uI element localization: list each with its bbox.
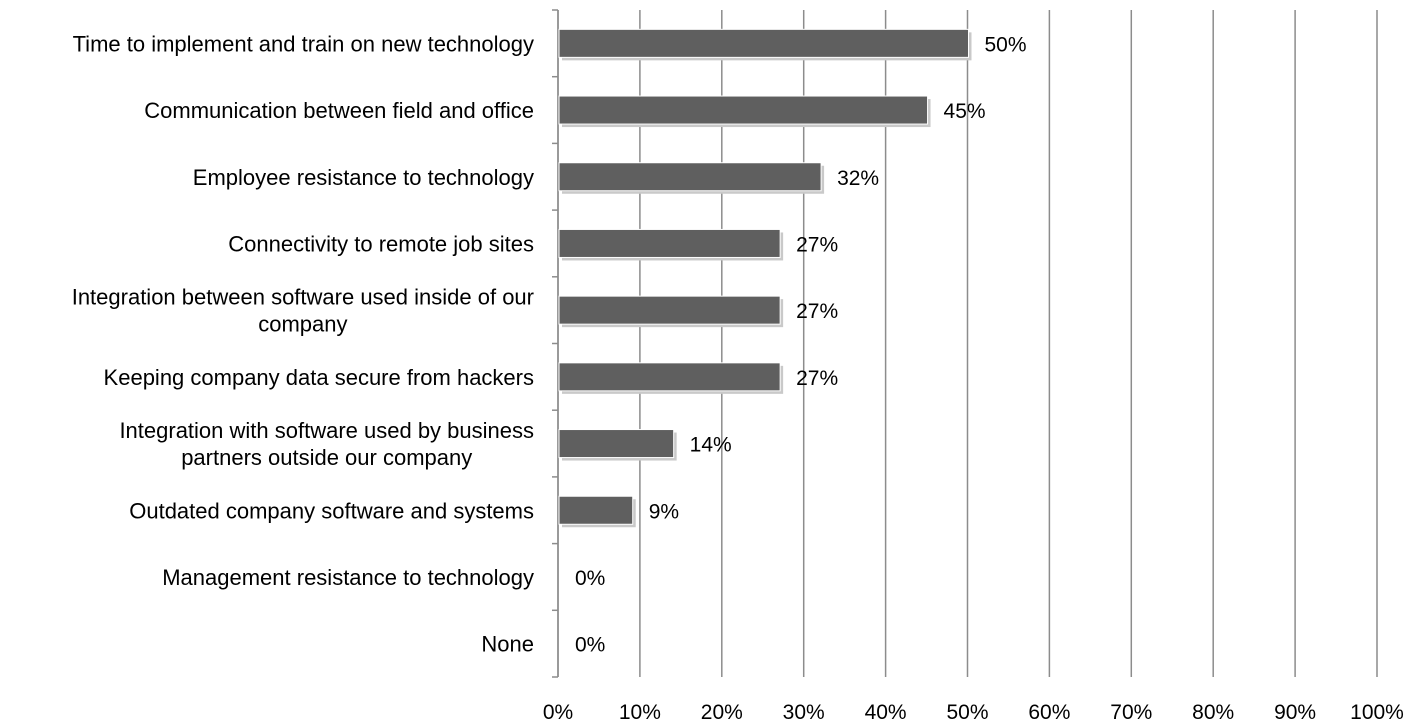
category-label-line: Connectivity to remote job sites <box>228 231 534 256</box>
data-label: 9% <box>649 500 679 523</box>
data-label: 0% <box>575 567 605 590</box>
category-label: Communication between field and office <box>144 98 534 123</box>
category-label-line: Integration with software used by busine… <box>119 418 534 443</box>
category-label-line: Integration between software used inside… <box>72 285 534 310</box>
category-label: Integration with software used by busine… <box>119 418 534 470</box>
data-label: 27% <box>796 367 838 390</box>
category-label-line: Employee resistance to technology <box>193 165 534 190</box>
category-label: Time to implement and train on new techn… <box>73 31 534 56</box>
category-label-line: Management resistance to technology <box>162 565 534 590</box>
category-label-line: None <box>481 632 534 657</box>
x-axis-ticks: 0% 10% 20% 30% 40% 50% 60% 70% 80% 90% 100% <box>543 701 1404 724</box>
data-label: 27% <box>796 300 838 323</box>
data-label: 32% <box>837 167 879 190</box>
x-tick-label: 100% <box>1350 701 1404 724</box>
category-label: Management resistance to technology <box>162 565 534 590</box>
data-label: 27% <box>796 233 838 256</box>
data-label: 14% <box>690 434 732 457</box>
x-tick-label: 90% <box>1274 701 1316 724</box>
x-tick-label: 50% <box>946 701 988 724</box>
data-labels: 50% 45% 32% 27% 27% 27% 14% 9% 0% 0% <box>575 33 1027 656</box>
x-tick-label: 40% <box>865 701 907 724</box>
category-labels: Time to implement and train on new techn… <box>72 31 534 656</box>
bar <box>558 429 675 459</box>
x-tick-label: 20% <box>701 701 743 724</box>
bar <box>558 295 781 325</box>
data-label: 0% <box>575 634 605 657</box>
category-label-line: Time to implement and train on new techn… <box>73 31 534 56</box>
x-tick-label: 80% <box>1192 701 1234 724</box>
category-label: Integration between software used inside… <box>72 285 534 337</box>
category-label-line: Communication between field and office <box>144 98 534 123</box>
category-label-line: Outdated company software and systems <box>129 498 534 523</box>
bar <box>558 95 929 125</box>
bar <box>558 162 822 192</box>
x-tick-label: 0% <box>543 701 573 724</box>
x-tick-label: 30% <box>783 701 825 724</box>
category-label-line: company <box>258 312 347 337</box>
x-tick-label: 60% <box>1028 701 1070 724</box>
category-label: None <box>481 632 534 657</box>
category-label-line: partners outside our company <box>181 445 472 470</box>
category-label: Keeping company data secure from hackers <box>104 365 534 390</box>
x-tick-label: 70% <box>1110 701 1152 724</box>
category-label-line: Keeping company data secure from hackers <box>104 365 534 390</box>
category-label: Outdated company software and systems <box>129 498 534 523</box>
data-label: 50% <box>985 33 1027 56</box>
bar <box>558 28 969 58</box>
category-label: Employee resistance to technology <box>193 165 534 190</box>
y-axis <box>552 9 559 678</box>
bar <box>558 495 634 525</box>
bar <box>558 362 781 392</box>
x-tick-label: 10% <box>619 701 661 724</box>
category-label: Connectivity to remote job sites <box>228 231 534 256</box>
data-label: 45% <box>944 100 986 123</box>
bars <box>558 28 972 528</box>
bar <box>558 228 781 258</box>
